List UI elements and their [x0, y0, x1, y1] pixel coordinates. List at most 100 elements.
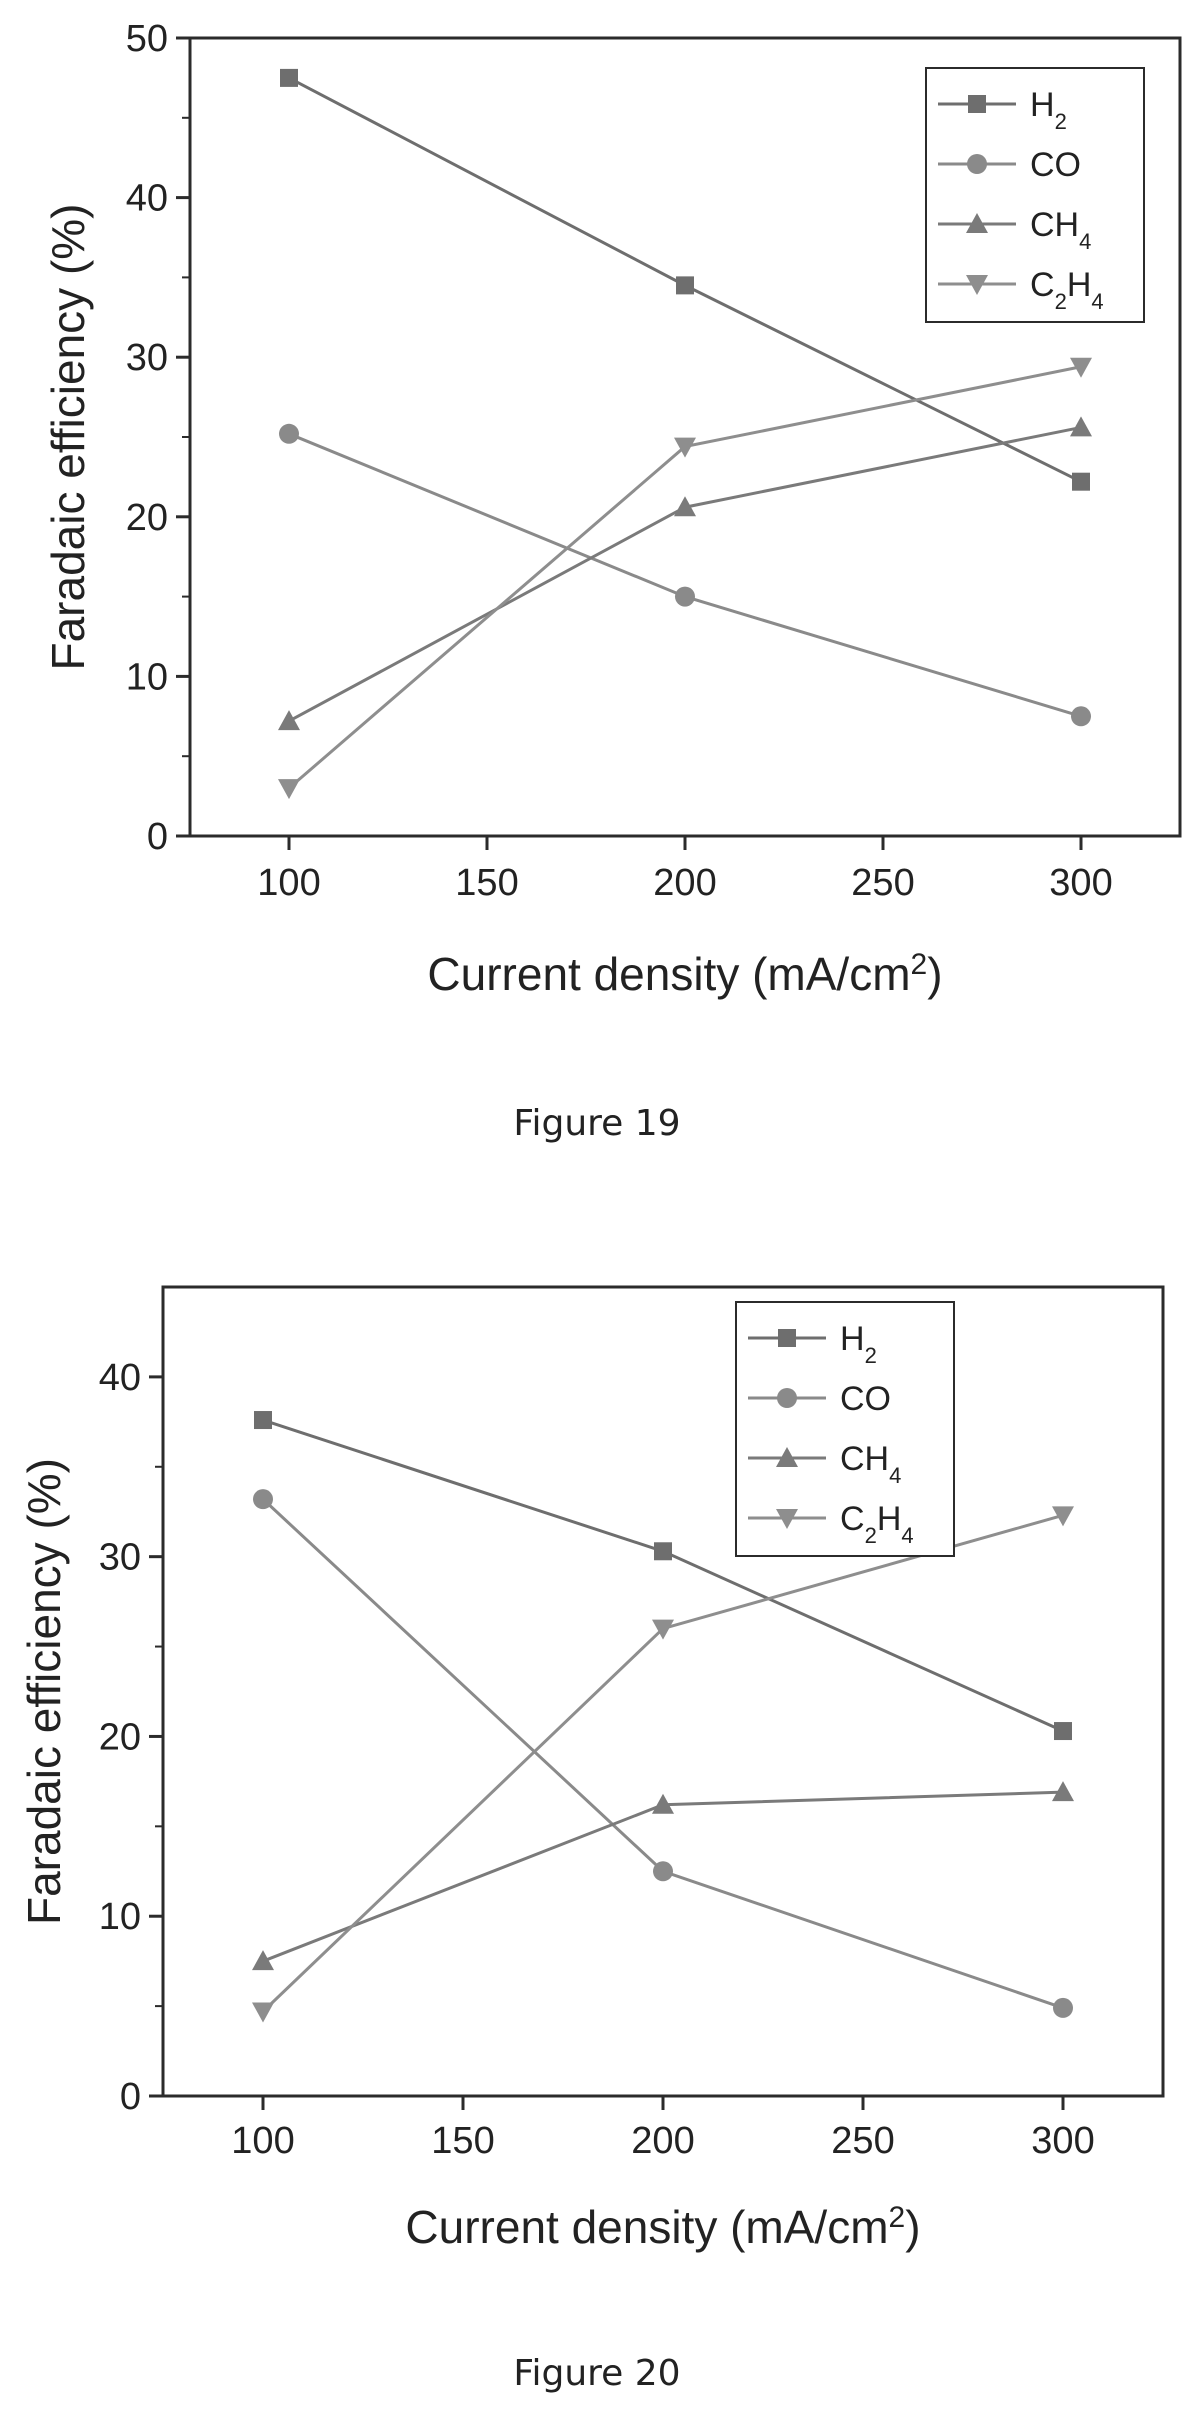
series-line-co — [261, 1498, 1064, 2010]
data-point-co — [675, 586, 695, 607]
legend-marker-c2h4 — [966, 275, 988, 295]
legend-box — [925, 67, 1145, 323]
x-tick-label: 300 — [1031, 2120, 1094, 2162]
x-axis-label-superscript: 2 — [889, 2201, 906, 2234]
plot-frame — [161, 1285, 1165, 2098]
series-ch4 — [252, 1781, 1074, 1971]
legend-label-subscript: 4 — [1079, 229, 1091, 254]
x-axis-label: Current density (mA/cm2) — [405, 2201, 920, 2254]
legend-label-part: H — [840, 1320, 865, 1358]
legend-label-c2h4: C2H4 — [840, 1500, 914, 1548]
legend-label-part: C — [1030, 266, 1055, 304]
legend-label-subscript: 2 — [1055, 289, 1067, 314]
data-point-c2h4 — [1070, 357, 1092, 378]
legend-label-subscript: 2 — [865, 1343, 877, 1368]
x-axis-label-superscript: 2 — [911, 948, 928, 981]
x-tick-label: 250 — [831, 2120, 894, 2162]
legend-label-co: CO — [1030, 146, 1081, 184]
y-axis-label: Faradaic efficiency (%) — [42, 204, 94, 671]
series-line-c2h4 — [261, 1513, 1064, 2013]
legend-label-part: C — [840, 1500, 865, 1538]
legend-label-subscript: 4 — [1091, 289, 1103, 314]
figure-caption: Figure 19 — [513, 1103, 680, 1144]
legend-label-part: H — [1030, 86, 1055, 124]
data-point-ch4 — [278, 710, 300, 731]
series-co — [253, 1489, 1073, 2018]
x-axis-label-text: Current density (mA/cm — [405, 2201, 888, 2253]
legend-label-subscript: 4 — [889, 1463, 901, 1488]
legend-label-c2h4: C2H4 — [1030, 266, 1104, 314]
legend-label-h2: H2 — [1030, 86, 1067, 134]
data-point-ch4 — [652, 1793, 674, 1814]
x-tick-label: 300 — [1049, 862, 1112, 904]
legend-label-subscript: 4 — [901, 1523, 913, 1548]
x-axis-label: Current density (mA/cm2) — [427, 948, 942, 1001]
data-point-h2 — [654, 1542, 672, 1561]
legend-label-part: CO — [1030, 146, 1081, 184]
y-tick-label: 30 — [99, 1537, 141, 1579]
legend-marker-co — [967, 154, 987, 174]
legend-marker-ch4 — [966, 213, 988, 233]
chart-1: 100 150 200 250 300 0 10 20 30 40 50 Faradaic effic… — [42, 18, 1182, 1144]
data-point-co — [1071, 706, 1091, 727]
x-tick-label: 150 — [455, 862, 518, 904]
legend-label-subscript: 2 — [1055, 109, 1067, 134]
legend-label-part: CH — [840, 1440, 889, 1478]
legend-label-part: CH — [1030, 206, 1079, 244]
x-axis-label-end: ) — [905, 2201, 920, 2253]
series-h2 — [254, 1411, 1072, 1741]
legend-marker-h2 — [778, 1329, 796, 1347]
legend-marker-c2h4 — [776, 1509, 798, 1529]
series-ch4 — [278, 416, 1092, 731]
series-line-co — [288, 432, 1082, 718]
legend-label-part: H — [1067, 266, 1092, 304]
legend-marker-h2 — [968, 95, 986, 113]
y-tick-label: 20 — [126, 497, 168, 539]
legend-marker-ch4 — [776, 1447, 798, 1467]
y-tick-label: 0 — [147, 816, 168, 858]
legend-label-part: CO — [840, 1380, 891, 1418]
x-tick-label: 150 — [431, 2120, 494, 2162]
legend-label-ch4: CH4 — [1030, 206, 1091, 254]
data-point-ch4 — [674, 496, 696, 517]
legend-label-co: CO — [840, 1380, 891, 1418]
series-line-ch4 — [288, 425, 1082, 723]
series-h2 — [280, 68, 1090, 491]
x-tick-label: 100 — [231, 2120, 294, 2162]
series-co — [279, 423, 1091, 727]
y-axis-label: Faradaic efficiency (%) — [18, 1458, 70, 1925]
y-tick-label: 20 — [99, 1716, 141, 1758]
series-c2h4 — [252, 1506, 1074, 2023]
data-point-co — [279, 423, 299, 444]
y-tick-label: 50 — [126, 18, 168, 60]
data-point-h2 — [1072, 472, 1090, 491]
data-point-ch4 — [1052, 1781, 1074, 1802]
data-point-c2h4 — [674, 437, 696, 458]
data-point-c2h4 — [278, 779, 300, 800]
x-axis-label-end: ) — [927, 948, 942, 1000]
x-tick-label: 250 — [851, 862, 914, 904]
chart-2: 100 150 200 250 300 0 10 20 30 40 Faradaic efficie… — [18, 1285, 1165, 2394]
y-tick-label: 0 — [120, 2076, 141, 2118]
data-point-c2h4 — [1052, 1506, 1074, 1527]
data-point-ch4 — [252, 1950, 274, 1971]
series-c2h4 — [278, 357, 1092, 800]
data-point-h2 — [280, 68, 298, 87]
legend-box — [735, 1301, 955, 1557]
data-point-co — [253, 1489, 273, 1510]
figure-caption: Figure 20 — [513, 2353, 680, 2394]
data-point-c2h4 — [652, 1619, 674, 1640]
legend-marker-co — [777, 1388, 797, 1408]
y-tick-label: 10 — [99, 1896, 141, 1938]
data-point-h2 — [676, 276, 694, 295]
data-point-h2 — [254, 1411, 272, 1430]
legend-label-subscript: 2 — [865, 1523, 877, 1548]
x-tick-label: 200 — [631, 2120, 694, 2162]
y-tick-label: 40 — [126, 178, 168, 220]
x-tick-label: 100 — [257, 862, 320, 904]
legend-label-ch4: CH4 — [840, 1440, 901, 1488]
data-point-co — [653, 1861, 673, 1882]
x-tick-label: 200 — [653, 862, 716, 904]
